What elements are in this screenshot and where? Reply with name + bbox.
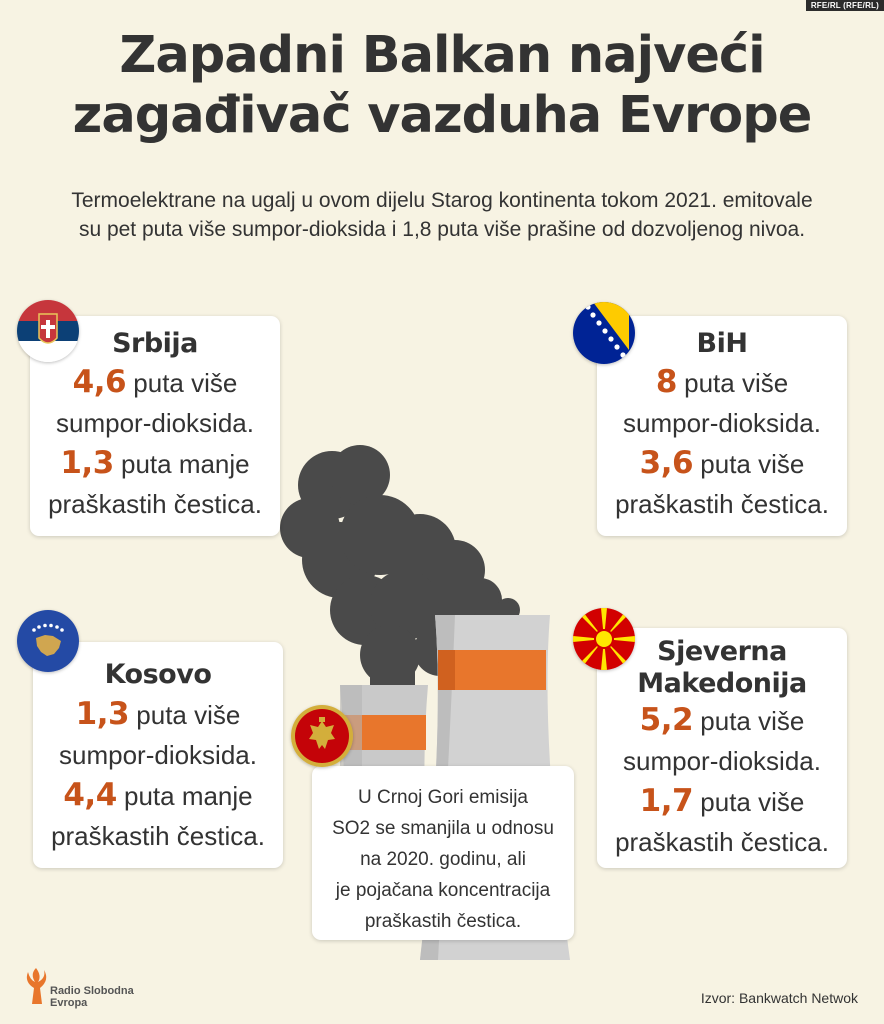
- country-card-north-macedonia: Sjeverna Makedonija 5,2 puta više sumpor…: [597, 628, 847, 868]
- note-line-1: U Crnoj Gori emisija: [358, 787, 528, 808]
- country-name-kosovo: Kosovo: [104, 659, 212, 690]
- so2-label: sumpor-dioksida.: [623, 746, 821, 776]
- image-credit: RFE/RL (RFE/RL): [805, 0, 884, 11]
- pm-value: 1,7: [639, 783, 694, 819]
- pm-label: praškastih čestica.: [48, 489, 262, 519]
- pm-text: puta više: [693, 787, 805, 817]
- so2-line: 8 puta više: [597, 362, 847, 403]
- north-macedonia-flag-icon: [573, 608, 635, 670]
- pm-label: praškastih čestica.: [615, 827, 829, 857]
- so2-text: puta više: [129, 700, 241, 730]
- so2-value: 8: [655, 364, 678, 400]
- pm-text: puta manje: [113, 449, 250, 479]
- so2-line: 1,3 puta više: [33, 694, 283, 735]
- bih-flag-icon: [573, 302, 635, 364]
- so2-line: 4,6 puta više: [30, 362, 280, 403]
- pm-value: 1,3: [60, 445, 114, 481]
- pm-line: 4,4 puta manje: [33, 775, 283, 816]
- serbia-flag-icon: [17, 300, 79, 362]
- title-line-1: Zapadni Balkan najveći: [119, 26, 765, 85]
- country-card-serbia: Srbija 4,6 puta više sumpor-dioksida. 1,…: [30, 316, 280, 536]
- montenegro-note-card: U Crnoj Gori emisija SO2 se smanjila u o…: [312, 766, 574, 940]
- source-note: Izvor: Bankwatch Netwok: [700, 990, 858, 1006]
- kosovo-flag-icon: [17, 610, 79, 672]
- so2-value: 4,6: [72, 364, 127, 400]
- title-line-2: zagađivač vazduha Evrope: [72, 86, 813, 145]
- subtitle-line-1: Termoelektrane na ugalj u ovom dijelu St…: [71, 189, 813, 212]
- pm-line: 3,6 puta više: [597, 443, 847, 484]
- note-line-2: SO2 se smanjila u odnosu: [332, 818, 554, 839]
- note-line-3: na 2020. godinu, ali: [360, 849, 526, 870]
- rfe-torch-logo-icon: [26, 968, 47, 1004]
- country-name-line-1: Sjeverna: [657, 636, 787, 667]
- pm-value: 4,4: [63, 777, 117, 813]
- country-card-bih: BiH 8 puta više sumpor-dioksida. 3,6 put…: [597, 316, 847, 536]
- pm-text: puta manje: [116, 781, 253, 811]
- pm-value: 3,6: [639, 445, 694, 481]
- pm-line: 1,7 puta više: [597, 781, 847, 822]
- country-name-line-2: Makedonija: [637, 668, 807, 699]
- so2-label: sumpor-dioksida.: [623, 408, 821, 438]
- so2-label: sumpor-dioksida.: [59, 740, 257, 770]
- logo-line-2: Evropa: [50, 997, 88, 1009]
- note-line-5: praškastih čestica.: [364, 911, 522, 932]
- pm-label: praškastih čestica.: [615, 489, 829, 519]
- note-line-4: je pojačana koncentracija: [335, 880, 551, 901]
- country-name-serbia: Srbija: [112, 328, 198, 359]
- so2-label: sumpor-dioksida.: [56, 408, 254, 438]
- country-card-kosovo: Kosovo 1,3 puta više sumpor-dioksida. 4,…: [33, 642, 283, 868]
- country-name-bih: BiH: [696, 328, 748, 359]
- page-title: Zapadni Balkan najveći zagađivač vazduha…: [0, 26, 884, 146]
- pm-line: 1,3 puta manje: [30, 443, 280, 484]
- so2-value: 1,3: [75, 696, 130, 732]
- so2-line: 5,2 puta više: [597, 700, 847, 741]
- subtitle-line-2: su pet puta više sumpor-dioksida i 1,8 p…: [78, 218, 806, 241]
- power-plant-illustration: [280, 445, 570, 960]
- pm-label: praškastih čestica.: [51, 821, 265, 851]
- broadcaster-logo: Radio Slobodna Evropa: [50, 985, 134, 1009]
- montenegro-flag-icon: [291, 705, 353, 767]
- so2-text: puta više: [693, 706, 805, 736]
- logo-line-1: Radio Slobodna: [50, 985, 134, 997]
- so2-value: 5,2: [639, 702, 694, 738]
- so2-text: puta više: [126, 368, 238, 398]
- so2-text: puta više: [676, 368, 789, 398]
- page-subtitle: Termoelektrane na ugalj u ovom dijelu St…: [0, 186, 884, 244]
- pm-text: puta više: [693, 449, 805, 479]
